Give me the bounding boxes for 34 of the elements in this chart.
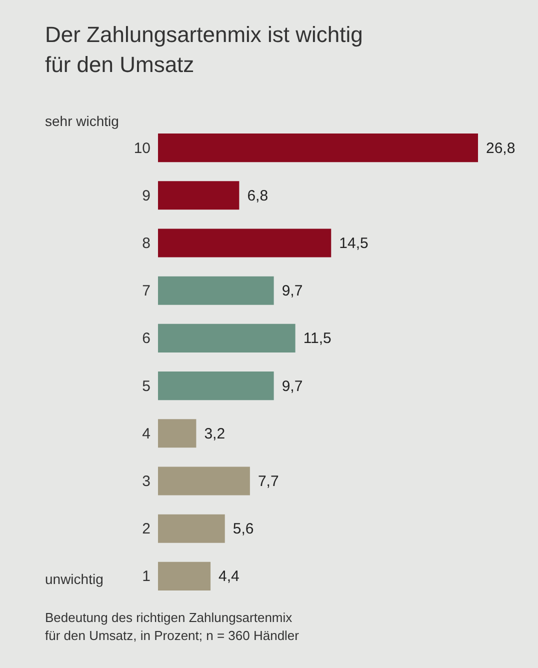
data-label: 6,8: [247, 187, 268, 204]
data-label: 4,4: [218, 568, 240, 586]
chart-title: Der Zahlungsartenmix ist wichtig für den Umsatz: [45, 22, 363, 77]
y-tick-label: 1: [142, 568, 150, 586]
y-tick-label: 3: [142, 473, 150, 490]
bar: [158, 514, 225, 543]
bar: [158, 228, 332, 258]
bar: [158, 372, 274, 400]
text: sehr wichtig: [45, 113, 119, 129]
data-label: 5,6: [232, 520, 254, 538]
data-label: 3,2: [204, 425, 226, 442]
y-tick-label: 4: [142, 425, 150, 442]
bar: [158, 181, 240, 210]
y-tick-label: 7: [142, 282, 150, 300]
data-label: 26,8: [486, 140, 516, 157]
y-tick-label: 5: [142, 378, 150, 395]
bar: [158, 324, 296, 352]
data-label: 11,5: [303, 330, 332, 348]
y-tick-label: 8: [142, 235, 150, 252]
data-label: 9,7: [282, 378, 303, 395]
data-label: 9,7: [282, 282, 303, 300]
y-tick-label: 9: [142, 187, 150, 204]
bar: [158, 466, 250, 496]
y-tick-label: 2: [142, 520, 150, 538]
bar: [158, 276, 274, 305]
bar: [158, 562, 211, 590]
text: unwichtig: [45, 571, 104, 587]
bar: [158, 134, 478, 162]
bar: [158, 419, 196, 448]
data-label: 14,5: [339, 235, 368, 252]
data-label: 7,7: [258, 473, 279, 490]
y-tick-label: 6: [142, 330, 150, 348]
y-tick-label: 10: [134, 140, 150, 157]
text: Bedeutung des richtigen Zahlungsartenmix für den Umsatz, in Prozent; n = 360 Händler: [45, 610, 300, 643]
